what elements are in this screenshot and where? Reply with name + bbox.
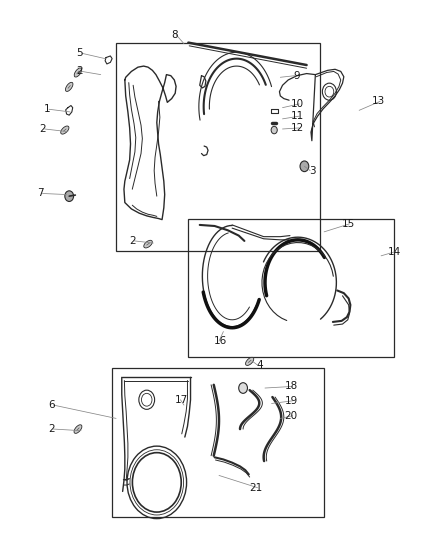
Ellipse shape	[74, 68, 82, 77]
Text: 21: 21	[250, 483, 263, 492]
Text: 10: 10	[291, 99, 304, 109]
Text: 2: 2	[39, 124, 46, 134]
Text: 2: 2	[48, 424, 55, 434]
Text: 7: 7	[37, 189, 44, 198]
Ellipse shape	[61, 126, 69, 134]
Ellipse shape	[74, 425, 82, 433]
Ellipse shape	[246, 357, 254, 366]
Text: 17: 17	[175, 395, 188, 405]
Bar	[116, 43, 320, 251]
Text: 11: 11	[291, 111, 304, 121]
Text: 8: 8	[171, 30, 177, 39]
Ellipse shape	[144, 240, 152, 248]
Circle shape	[271, 126, 277, 134]
Bar	[188, 219, 394, 357]
Ellipse shape	[65, 82, 73, 92]
Circle shape	[300, 161, 309, 172]
Text: 16: 16	[214, 336, 227, 346]
Text: 18: 18	[285, 382, 298, 391]
Text: 3: 3	[309, 166, 315, 175]
Text: 2: 2	[77, 67, 83, 76]
Text: 5: 5	[77, 49, 83, 58]
Circle shape	[65, 191, 74, 201]
Text: 12: 12	[291, 123, 304, 133]
Text: 9: 9	[293, 71, 300, 80]
Text: 20: 20	[285, 411, 298, 421]
Text: 1: 1	[44, 104, 50, 114]
Text: 14: 14	[388, 247, 401, 256]
Text: 6: 6	[48, 400, 55, 410]
Text: 15: 15	[342, 219, 355, 229]
Text: 19: 19	[285, 396, 298, 406]
Text: 4: 4	[256, 360, 263, 370]
Bar	[112, 368, 324, 517]
Text: 2: 2	[129, 236, 136, 246]
Text: 13: 13	[372, 96, 385, 106]
Circle shape	[239, 383, 247, 393]
